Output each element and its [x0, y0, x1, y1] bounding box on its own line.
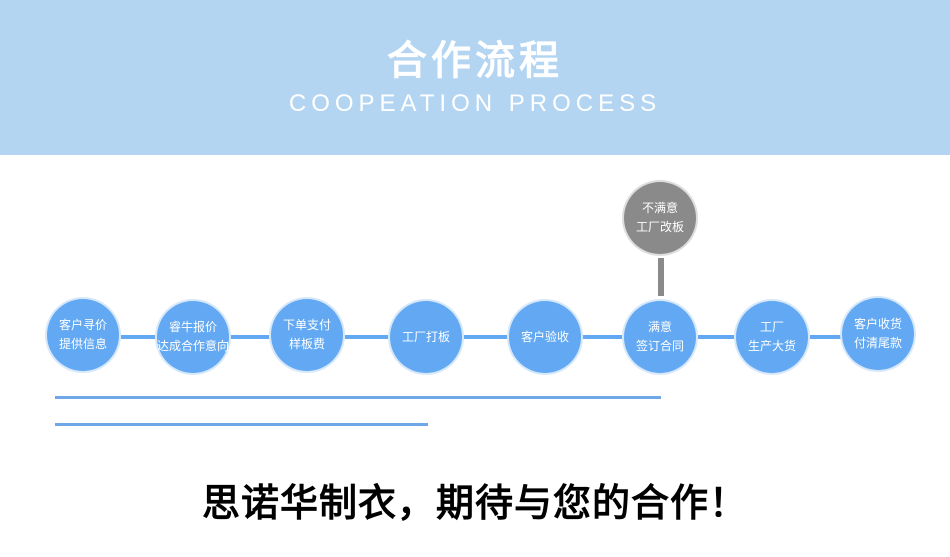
step-7: 工厂 生产大货 [736, 301, 808, 373]
step-1: 客户寻价 提供信息 [47, 299, 119, 371]
step-6: 满意 签订合同 [624, 301, 696, 373]
divider-line [55, 396, 661, 399]
branch-connector [658, 258, 664, 296]
connector [583, 335, 622, 339]
step-5: 客户验收 [509, 301, 581, 373]
header-banner: 合作流程 COOPEATION PROCESS [0, 0, 950, 155]
divider-line [55, 423, 428, 426]
step-2: 睿牛报价 达成合作意向 [157, 301, 229, 373]
connector [121, 335, 157, 339]
connector [464, 335, 507, 339]
connector [698, 335, 734, 339]
step-3: 下单支付 样板费 [271, 299, 343, 371]
slogan: 思诺华制衣，期待与您的合作！ [201, 480, 748, 525]
page-subtitle: COOPEATION PROCESS [288, 90, 662, 117]
connector [231, 335, 269, 339]
branch-step: 不满意 工厂改板 [624, 182, 696, 254]
step-4: 工厂打板 [390, 301, 462, 373]
connector [345, 335, 388, 339]
step-8: 客户收货 付清尾款 [842, 298, 914, 370]
connector [810, 335, 842, 339]
page-title: 合作流程 [387, 38, 563, 84]
